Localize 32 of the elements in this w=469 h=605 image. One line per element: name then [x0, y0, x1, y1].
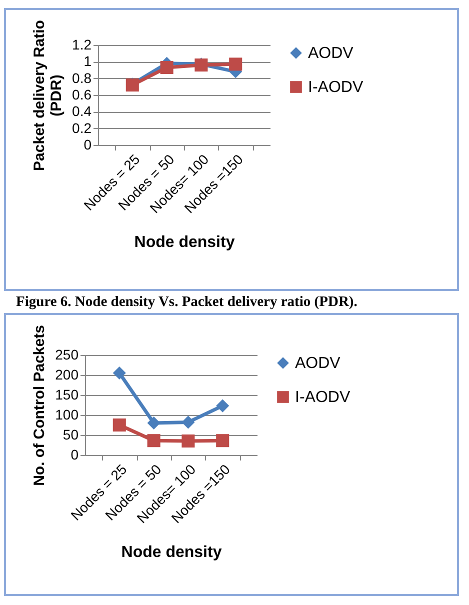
- legend-label: I-AODV: [308, 79, 364, 96]
- caption: Figure 6. Node density Vs. Packet delivery ratio (PDR).: [15, 293, 358, 312]
- legend-label: AODV: [308, 45, 354, 62]
- point: [112, 366, 126, 380]
- y-tick-label: 0: [70, 446, 79, 462]
- y-tick-label: 100: [55, 406, 79, 422]
- point: [216, 399, 230, 412]
- x-axis-title: Node density: [121, 544, 222, 562]
- y-tick-label: 0.2: [72, 120, 92, 136]
- y-axis-title: No. of Control Packets: [31, 325, 48, 486]
- y-tick-label: 150: [55, 386, 79, 402]
- y-tick-label: 0.6: [72, 86, 92, 102]
- x-axis-title: Node density: [134, 234, 235, 252]
- point: [182, 434, 195, 448]
- y-tick-label: 250: [55, 346, 79, 362]
- y-tick-label: 0.4: [72, 103, 92, 120]
- point: [182, 416, 195, 429]
- point: [112, 418, 126, 432]
- point: [147, 434, 160, 448]
- y-tick-label: 1: [84, 53, 92, 70]
- y-tick-label: 0: [84, 136, 92, 152]
- y-tick-label: 0.8: [72, 70, 92, 86]
- point: [160, 60, 174, 74]
- point: [147, 416, 160, 430]
- point: [216, 434, 230, 448]
- y-tick-label: 50: [62, 426, 79, 442]
- y-tick-label: 200: [55, 366, 79, 382]
- point: [229, 58, 242, 71]
- y-axis-title: Packet delivery Ratio (PDR): [31, 20, 66, 171]
- y-tick-label: 1.2: [72, 36, 92, 52]
- legend-label: AODV: [295, 355, 341, 372]
- legend-label: I-AODV: [295, 389, 350, 406]
